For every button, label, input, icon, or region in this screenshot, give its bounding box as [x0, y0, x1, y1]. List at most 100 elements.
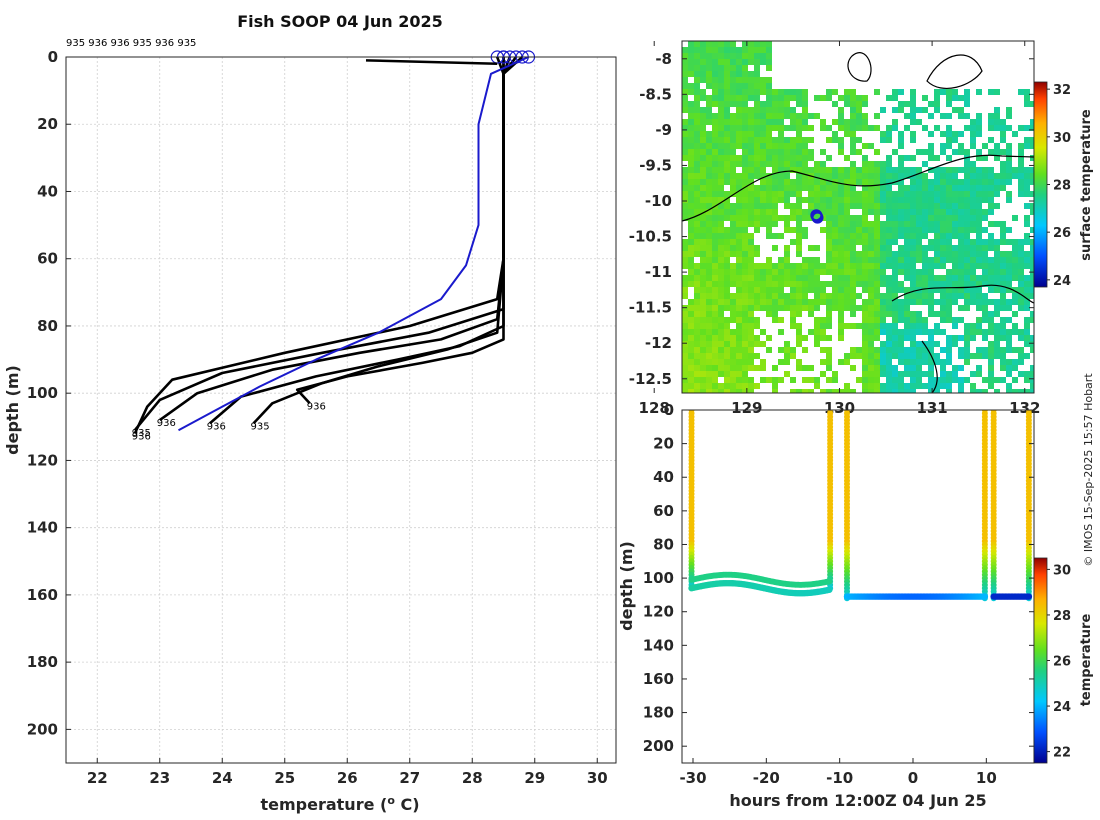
sst-pixel	[718, 329, 724, 335]
map-y-tick-label: -8	[655, 50, 672, 68]
sst-pixel	[940, 173, 946, 179]
sst-pixel	[754, 161, 760, 167]
sst-pixel	[820, 269, 826, 275]
map-y-tick-label: -11	[645, 263, 672, 281]
section-point	[826, 578, 833, 585]
sst-pixel	[874, 275, 880, 281]
sst-pixel	[988, 173, 994, 179]
sst-pixel	[880, 107, 886, 113]
sst-pixel	[1006, 191, 1012, 197]
sst-pixel	[862, 209, 868, 215]
sst-pixel	[856, 203, 862, 209]
sst-pixel	[832, 185, 838, 191]
sst-pixel	[964, 113, 970, 119]
sst-pixel	[952, 203, 958, 209]
sst-pixel	[910, 263, 916, 269]
sst-pixel	[766, 95, 772, 101]
sst-pixel	[928, 149, 934, 155]
sst-pixel	[988, 191, 994, 197]
sst-pixel	[718, 221, 724, 227]
sst-pixel	[706, 101, 712, 107]
sst-pixel	[736, 53, 742, 59]
endpoint-label: 936	[207, 421, 226, 432]
sst-pixel	[1012, 323, 1018, 329]
sst-pixel	[766, 89, 772, 95]
sst-pixel	[832, 221, 838, 227]
sst-pixel	[964, 359, 970, 365]
sst-pixel	[868, 287, 874, 293]
sst-pixel	[1000, 221, 1006, 227]
sst-pixel	[694, 89, 700, 95]
sst-pixel	[934, 233, 940, 239]
sst-pixel	[898, 131, 904, 137]
sst-pixel	[796, 203, 802, 209]
sst-pixel	[730, 353, 736, 359]
sst-pixel	[1012, 347, 1018, 353]
sst-pixel	[862, 377, 868, 383]
sst-pixel	[946, 233, 952, 239]
sst-pixel	[904, 251, 910, 257]
sst-pixel	[682, 311, 688, 317]
sst-pixel	[778, 287, 784, 293]
sst-pixel	[694, 197, 700, 203]
sst-pixel	[964, 263, 970, 269]
sst-pixel	[976, 197, 982, 203]
sst-pixel	[982, 335, 988, 341]
sst-pixel	[784, 143, 790, 149]
sst-pixel	[682, 215, 688, 221]
sst-pixel	[784, 125, 790, 131]
sst-pixel	[922, 359, 928, 365]
sst-pixel	[1024, 215, 1030, 221]
sst-pixel	[760, 329, 766, 335]
sst-pixel	[886, 389, 892, 393]
sst-pixel	[766, 203, 772, 209]
sst-pixel	[958, 317, 964, 323]
sst-pixel	[904, 287, 910, 293]
sst-pixel	[904, 113, 910, 119]
sst-pixel	[694, 239, 700, 245]
sst-pixel	[820, 389, 826, 393]
sst-pixel	[802, 263, 808, 269]
sst-pixel	[832, 275, 838, 281]
sst-pixel	[778, 89, 784, 95]
sst-pixel	[844, 383, 850, 389]
sst-pixel	[844, 167, 850, 173]
sst-pixel	[790, 263, 796, 269]
sst-pixel	[982, 263, 988, 269]
map-y-tick-label: -12.5	[629, 370, 672, 388]
sst-pixel	[754, 251, 760, 257]
sst-pixel	[748, 281, 754, 287]
x-tick-label: 25	[274, 769, 295, 787]
sst-pixel	[826, 365, 832, 371]
sst-pixel	[946, 191, 952, 197]
sst-pixel	[796, 227, 802, 233]
sst-pixel	[970, 227, 976, 233]
sst-pixel	[700, 155, 706, 161]
sst-pixel	[874, 317, 880, 323]
sst-pixel	[910, 311, 916, 317]
sst-pixel	[940, 371, 946, 377]
sst-pixel	[790, 239, 796, 245]
sst-pixel	[892, 287, 898, 293]
section-point	[1025, 593, 1033, 600]
sst-pixel	[730, 377, 736, 383]
sst-pixel	[688, 191, 694, 197]
sst-pixel	[778, 197, 784, 203]
sst-pixel	[730, 143, 736, 149]
sst-pixel	[736, 329, 742, 335]
sst-pixel	[928, 371, 934, 377]
sst-pixel	[964, 197, 970, 203]
sst-pixel	[796, 209, 802, 215]
sst-pixel	[964, 353, 970, 359]
sst-pixel	[688, 383, 694, 389]
sst-pixel	[772, 113, 778, 119]
sst-pixel	[730, 161, 736, 167]
sst-pixel	[724, 161, 730, 167]
sst-pixel	[970, 329, 976, 335]
sst-pixel	[700, 173, 706, 179]
y-tick-label: 140	[27, 519, 58, 537]
sst-pixel	[742, 371, 748, 377]
sst-pixel	[970, 215, 976, 221]
sst-pixel	[742, 281, 748, 287]
sst-pixel	[730, 77, 736, 83]
